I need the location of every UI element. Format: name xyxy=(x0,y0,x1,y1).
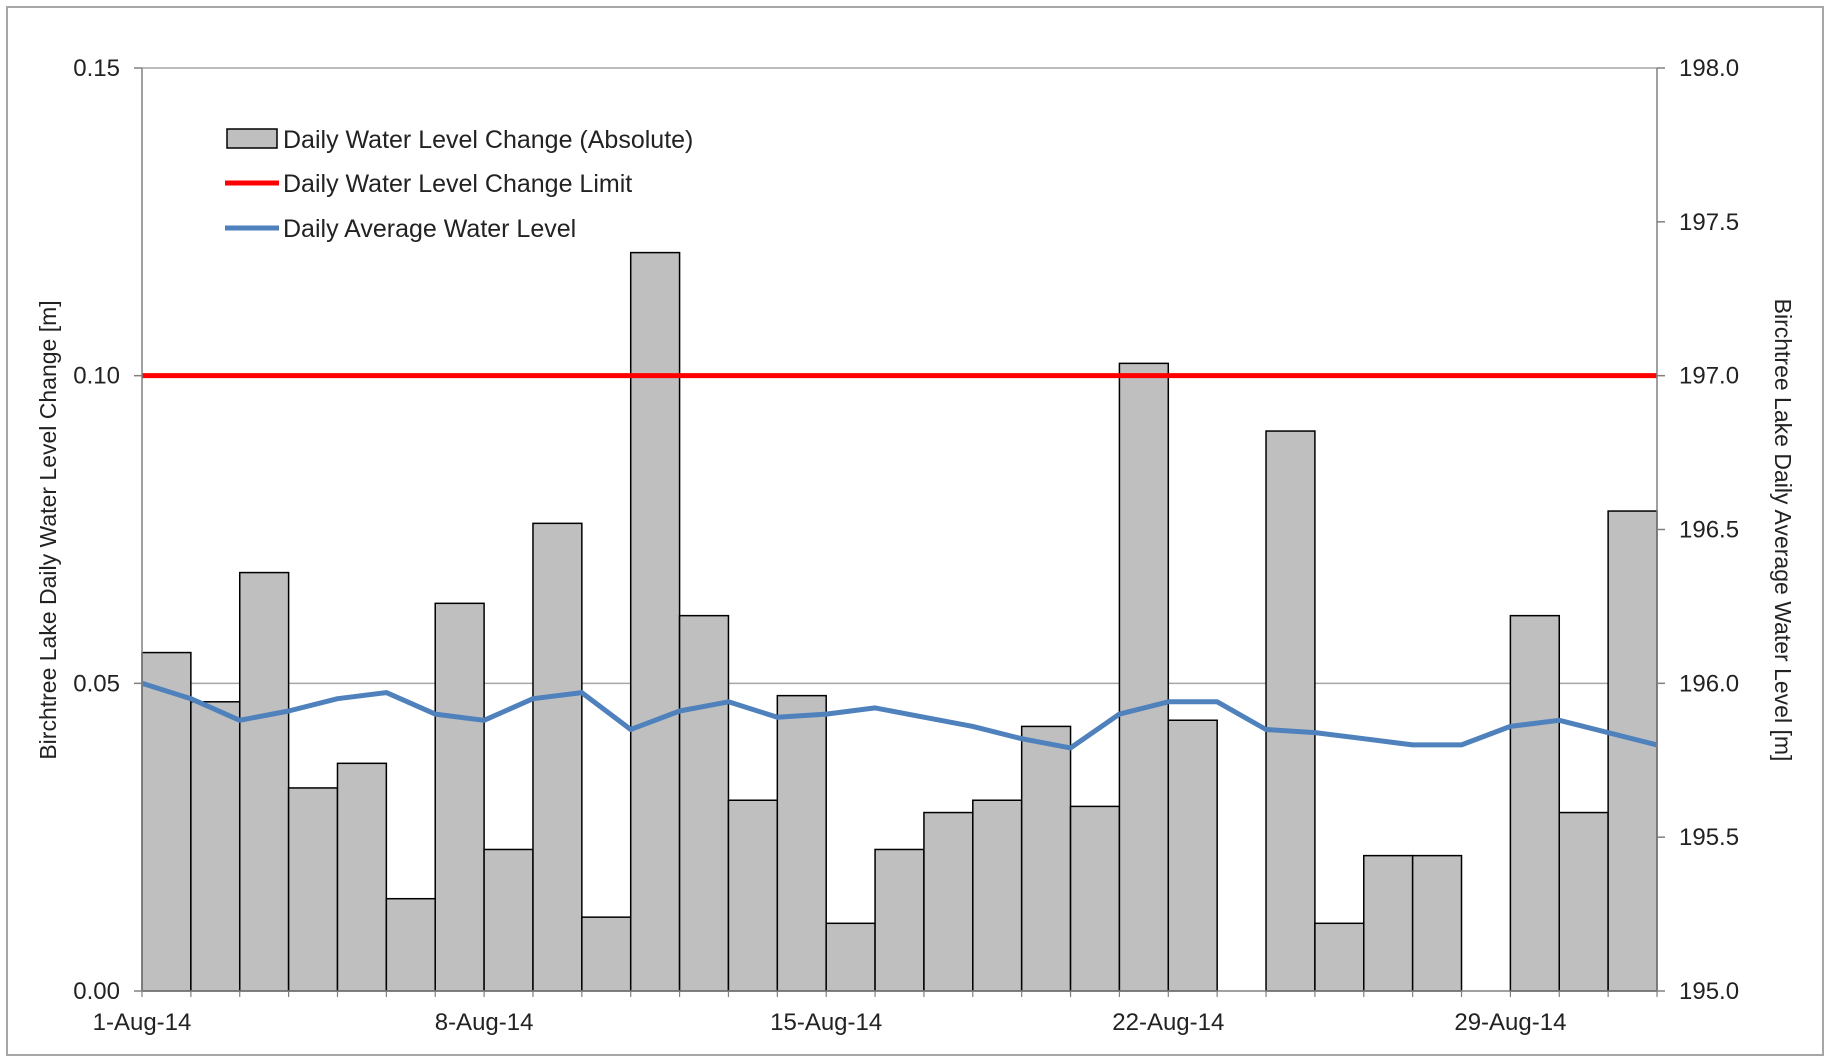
right-tick-label: 196.5 xyxy=(1679,517,1739,544)
bar xyxy=(1314,922,1365,992)
bar xyxy=(385,897,436,992)
bar xyxy=(923,811,974,992)
x-tick-label: 15-Aug-14 xyxy=(770,1009,882,1036)
bar xyxy=(1167,719,1218,992)
legend-swatch-bars xyxy=(226,128,278,149)
right-tick-label: 195.5 xyxy=(1679,824,1739,851)
water-level-line xyxy=(141,680,1658,751)
bar xyxy=(972,799,1023,992)
bar xyxy=(434,602,485,992)
x-tick-label: 8-Aug-14 xyxy=(435,1009,534,1036)
left-y-ticks: 0.00 0.05 0.10 0.15 xyxy=(73,55,142,1005)
bar xyxy=(776,694,827,992)
bar xyxy=(336,762,388,992)
bar xyxy=(825,922,876,992)
bar-series xyxy=(141,251,1658,992)
legend-label-limit: Daily Water Level Change Limit xyxy=(283,170,632,198)
bar xyxy=(1509,614,1561,992)
legend-label-level: Daily Average Water Level xyxy=(283,215,576,243)
bar xyxy=(1069,805,1121,992)
bar xyxy=(1020,725,1072,992)
x-tick-label: 22-Aug-14 xyxy=(1112,1009,1224,1036)
bar xyxy=(581,916,632,992)
legend-label-bars: Daily Water Level Change (Absolute) xyxy=(283,126,693,154)
left-axis-title: Birchtree Lake Daily Water Level Change … xyxy=(35,300,61,759)
bar xyxy=(1558,811,1609,992)
legend-item-level: Daily Average Water Level xyxy=(225,215,576,243)
right-axis-title: Birchtree Lake Daily Average Water Level… xyxy=(1770,299,1796,762)
left-tick-label: 0.00 xyxy=(73,978,120,1005)
left-tick-label: 0.05 xyxy=(73,670,120,697)
left-tick-label: 0.10 xyxy=(73,363,120,390)
bar xyxy=(532,522,583,992)
bar xyxy=(190,701,241,992)
legend: Daily Water Level Change (Absolute) Dail… xyxy=(225,126,693,243)
right-tick-label: 198.0 xyxy=(1679,55,1739,82)
bar xyxy=(483,848,534,992)
bar xyxy=(287,787,339,992)
water-level-series xyxy=(141,680,1658,751)
legend-item-bars: Daily Water Level Change (Absolute) xyxy=(226,126,693,154)
bar xyxy=(874,848,925,992)
left-tick-label: 0.15 xyxy=(73,55,120,82)
bar xyxy=(238,571,290,992)
right-tick-label: 196.0 xyxy=(1679,670,1739,697)
bar xyxy=(1607,510,1658,992)
bar xyxy=(1265,430,1316,992)
bar xyxy=(727,799,779,992)
bar xyxy=(678,614,730,992)
bar xyxy=(1363,854,1414,992)
right-tick-label: 195.0 xyxy=(1679,978,1739,1005)
legend-item-limit: Daily Water Level Change Limit xyxy=(225,170,632,198)
x-tick-label: 29-Aug-14 xyxy=(1454,1009,1566,1036)
x-ticks: 1-Aug-14 8-Aug-14 15-Aug-14 22-Aug-14 29-Aug… xyxy=(93,991,1658,1036)
x-tick-label: 1-Aug-14 xyxy=(93,1009,192,1036)
bar xyxy=(1118,362,1170,992)
bar xyxy=(141,651,192,992)
bar xyxy=(629,251,681,992)
right-tick-label: 197.0 xyxy=(1679,363,1739,390)
bar xyxy=(1411,854,1463,992)
right-tick-label: 197.5 xyxy=(1679,209,1739,236)
right-y-ticks: 195.0 195.5 196.0 196.5 197.0 197.5 198.0 xyxy=(1657,55,1739,1005)
